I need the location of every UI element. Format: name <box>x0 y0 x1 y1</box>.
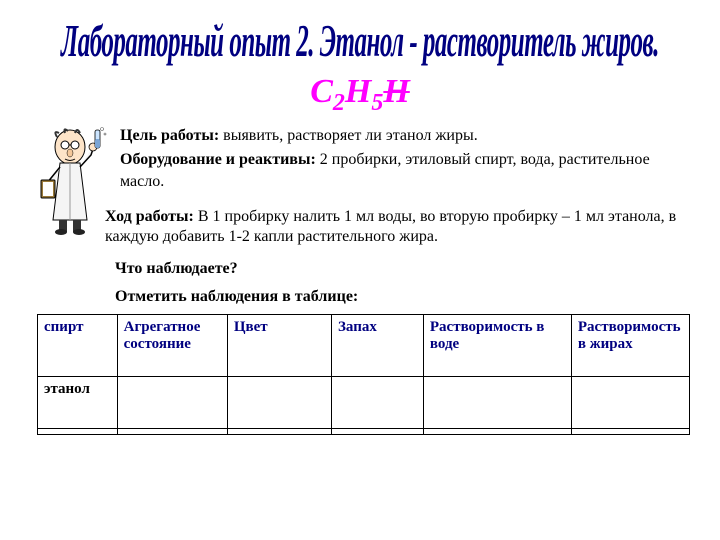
td-empty <box>117 429 227 435</box>
equipment-label: Оборудование и реактивы: <box>120 151 316 168</box>
note-text: Отметить наблюдения в таблице: <box>115 288 720 306</box>
formula-strike: Н <box>383 73 409 110</box>
table-row-thin <box>38 429 690 435</box>
formula-c: C <box>310 73 333 110</box>
observation-table: спирт Агрегатное состояние Цвет Запах Ра… <box>37 314 690 435</box>
th-water: Растворимость в воде <box>423 315 571 377</box>
td-empty <box>571 429 689 435</box>
question-text: Что наблюдаете? <box>115 260 720 278</box>
goal-label: Цель работы: <box>120 127 219 144</box>
procedure-block: Ход работы: В 1 пробирку налить 1 мл вод… <box>105 207 680 249</box>
goal-line: Цель работы: выявить, растворяет ли этан… <box>120 125 690 147</box>
th-fat: Растворимость в жирах <box>571 315 689 377</box>
th-spirit: спирт <box>38 315 118 377</box>
table-row: этанол <box>38 377 690 429</box>
chemical-formula: C2H5Н <box>0 73 720 117</box>
content-block: Цель работы: выявить, растворяет ли этан… <box>120 125 690 193</box>
equipment-line: Оборудование и реактивы: 2 пробирки, эти… <box>120 149 690 192</box>
td-empty <box>227 377 331 429</box>
th-color: Цвет <box>227 315 331 377</box>
td-empty <box>227 429 331 435</box>
formula-h: H <box>345 73 371 110</box>
th-smell: Запах <box>332 315 424 377</box>
procedure-line: Ход работы: В 1 пробирку налить 1 мл вод… <box>105 207 680 249</box>
td-empty <box>332 377 424 429</box>
page-title: Лабораторный опыт 2. Этанол - растворите… <box>0 0 720 68</box>
formula-sub1: 2 <box>333 90 345 116</box>
td-empty <box>332 429 424 435</box>
procedure-label: Ход работы: <box>105 208 194 225</box>
td-empty <box>38 429 118 435</box>
scientist-illustration <box>35 125 110 235</box>
table-header-row: спирт Агрегатное состояние Цвет Запах Ра… <box>38 315 690 377</box>
goal-text: выявить, растворяет ли этанол жиры. <box>219 127 478 144</box>
formula-sub2: 5 <box>371 90 383 116</box>
td-empty <box>423 429 571 435</box>
td-ethanol: этанол <box>38 377 118 429</box>
td-empty <box>423 377 571 429</box>
td-empty <box>571 377 689 429</box>
th-state: Агрегатное состояние <box>117 315 227 377</box>
td-empty <box>117 377 227 429</box>
